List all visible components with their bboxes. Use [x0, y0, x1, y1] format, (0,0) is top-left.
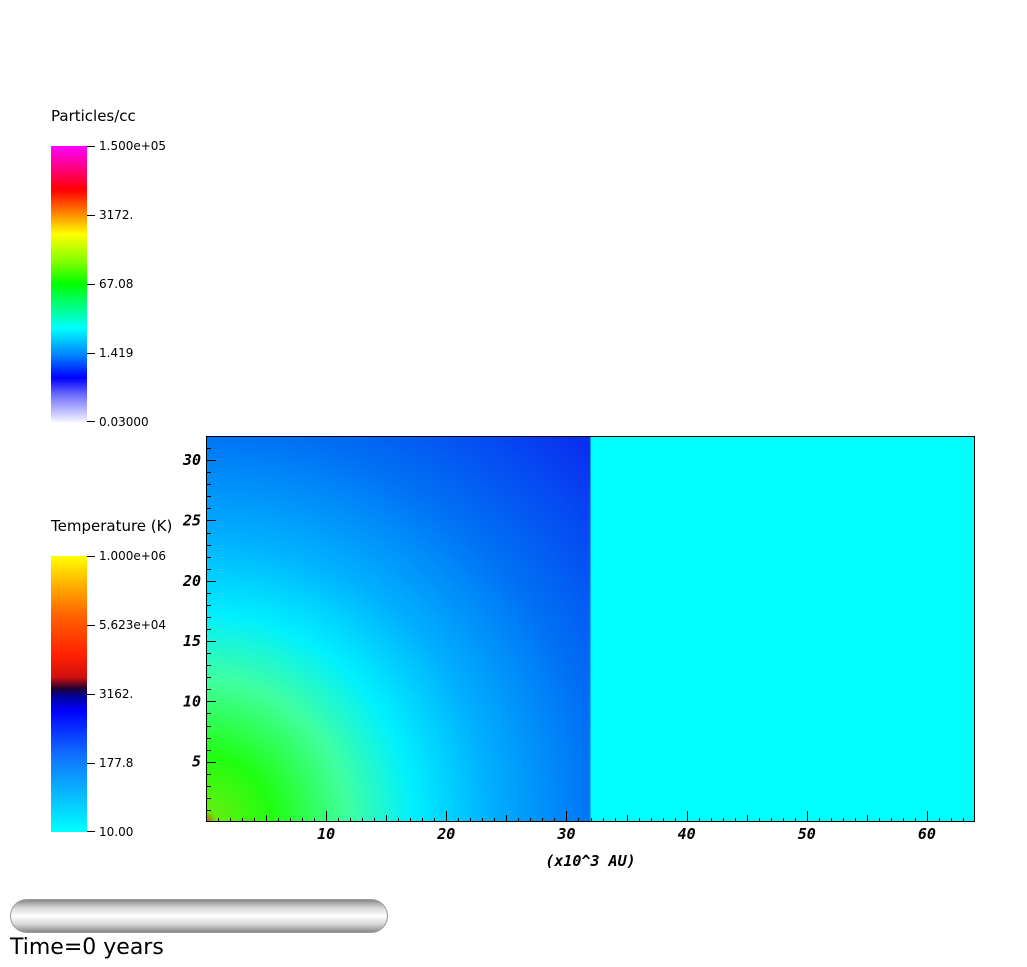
inner-grid-region: [206, 436, 591, 822]
density-colorbar: [51, 146, 87, 422]
time-label: Time=0 years: [10, 935, 164, 960]
density-legend-title: Particles/cc: [51, 107, 136, 125]
heatmap-regions: [206, 436, 975, 822]
temperature-colorbar: [51, 556, 87, 832]
x-tick-label: 40: [678, 825, 696, 843]
outer-grid-region: [590, 436, 975, 822]
y-tick-label: 10: [183, 692, 201, 710]
axis-ticks: [206, 448, 964, 822]
density-tick-mark: [87, 353, 95, 354]
temperature-tick-mark: [87, 625, 95, 626]
y-tick-label: 5: [192, 753, 201, 771]
temperature-tick-mark: [87, 763, 95, 764]
y-tick-label: 15: [183, 632, 201, 650]
temperature-legend-title: Temperature (K): [51, 517, 173, 535]
density-tick-mark: [87, 284, 95, 285]
time-slider[interactable]: [10, 899, 388, 933]
y-tick-label: 20: [182, 572, 201, 590]
x-tick-label: 60: [918, 825, 936, 843]
x-tick-label: 10: [317, 825, 335, 843]
x-tick-label: 20: [436, 825, 455, 843]
density-tick-label: 0.03000: [99, 415, 149, 429]
density-tick-label: 1.419: [99, 346, 134, 360]
density-tick-mark: [87, 146, 95, 147]
temperature-tick-mark: [87, 694, 95, 695]
temperature-tick-mark: [87, 831, 95, 832]
density-heatmap-plot: 10 20 30 40 50 60 5 10 15 20 25 30 (x10^3 AU): [182, 436, 975, 870]
x-tick-label: 50: [798, 825, 816, 843]
axis-tick-labels: 10 20 30 40 50 60 5 10 15 20 25 30: [182, 451, 936, 843]
temperature-tick-label: 10.00: [99, 825, 134, 839]
x-tick-label: 30: [556, 825, 575, 843]
density-tick-mark: [87, 215, 95, 216]
temperature-tick-label: 5.623e+04: [99, 618, 167, 632]
density-tick-label: 1.500e+05: [99, 139, 167, 153]
temperature-tick-label: 3162.: [99, 687, 134, 701]
y-tick-label: 25: [182, 511, 201, 529]
temperature-tick-label: 1.000e+06: [99, 549, 167, 563]
density-tick-label: 3172.: [99, 208, 134, 222]
y-tick-label: 30: [182, 451, 201, 469]
density-tick-mark: [87, 421, 95, 422]
density-tick-label: 67.08: [99, 277, 134, 291]
temperature-tick-label: 177.8: [99, 756, 134, 770]
x-axis-title: (x10^3 AU): [545, 852, 635, 870]
temperature-tick-mark: [87, 556, 95, 557]
